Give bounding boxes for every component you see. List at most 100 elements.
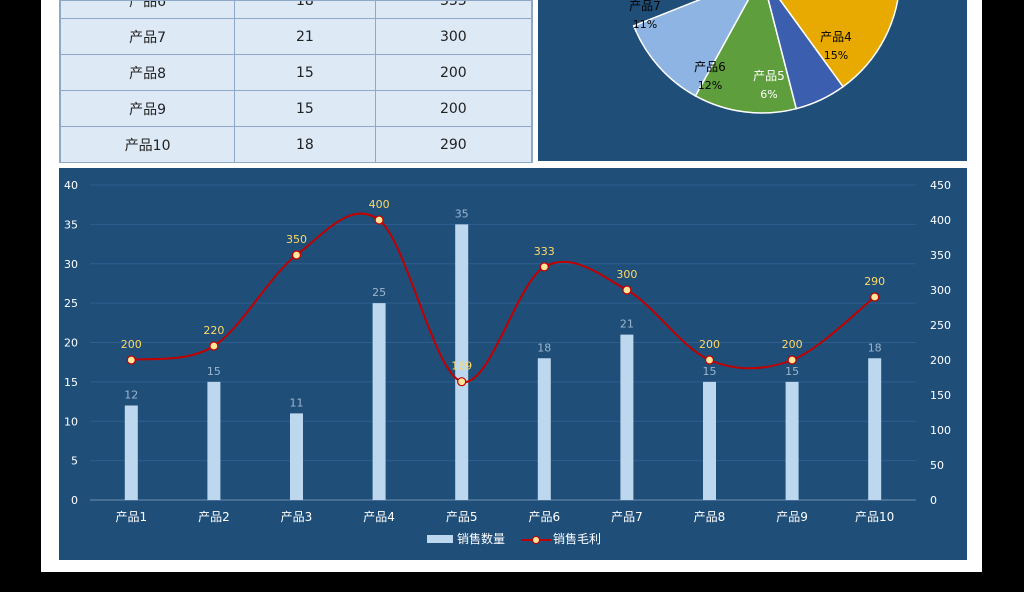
y-axis-tick-label: 40	[64, 179, 78, 192]
x-axis-tick-label: 产品7	[611, 510, 643, 524]
product-cell: 产品10	[60, 126, 236, 162]
product-cell: 产品9	[60, 90, 236, 127]
quantity-cell: 21	[234, 18, 376, 55]
legend-label-bar: 销售数量	[457, 531, 505, 546]
x-axis-tick-label: 产品2	[198, 510, 230, 524]
line-value-label: 300	[616, 268, 637, 281]
y2-axis-tick-label: 450	[930, 179, 951, 192]
bar-value-label: 18	[537, 341, 551, 354]
bar-value-label: 25	[372, 286, 386, 299]
pie-chart-panel: 产品7 11% 产品6 12% 产品5 6% 产品4 15%	[538, 0, 967, 161]
combo-chart: 0 5 10 15 20 25 30 35 400 50 100 150 200 250 300 350 400…	[64, 179, 951, 546]
profit-cell: 333	[374, 1, 532, 19]
pie-slice-percent: 6%	[760, 88, 777, 101]
pie-slice-label: 产品5	[753, 69, 785, 83]
y2-axis-tick-label: 400	[930, 214, 951, 227]
table-row: 产品7 21 300	[60, 18, 532, 55]
bar	[124, 405, 138, 500]
y2-axis-tick-label: 350	[930, 249, 951, 262]
y-axis-tick-label: 15	[64, 376, 78, 389]
legend-label-line: 销售毛利	[553, 531, 601, 546]
bar-value-label: 18	[868, 341, 882, 354]
y2-axis-tick-label: 250	[930, 319, 951, 332]
table-row: 产品6 18 333	[60, 1, 532, 19]
line-value-label: 400	[369, 198, 390, 211]
line-value-label: 333	[534, 245, 555, 258]
x-axis-tick-label: 产品3	[281, 510, 313, 524]
y2-axis-tick-label: 50	[930, 459, 944, 472]
line-value-label: 220	[203, 324, 224, 337]
y-axis-tick-label: 5	[71, 455, 78, 468]
y2-axis-tick-label: 200	[930, 354, 951, 367]
legend-swatch-bar	[427, 535, 453, 543]
pie-slice	[632, 0, 750, 97]
table-row: 产品8 15 200	[60, 54, 532, 91]
bar	[785, 381, 799, 500]
bar-value-label: 12	[124, 389, 138, 402]
y-axis-tick-label: 30	[64, 258, 78, 271]
bar	[290, 413, 303, 500]
pie-slice-percent: 11%	[633, 18, 657, 31]
x-axis-tick-label: 产品10	[855, 510, 894, 524]
bar	[537, 358, 551, 500]
bar	[455, 224, 469, 500]
x-axis-tick-label: 产品6	[528, 510, 560, 524]
pie-slice-percent: 12%	[698, 79, 722, 92]
x-axis-tick-label: 产品9	[776, 510, 808, 524]
y-axis-tick-label: 25	[64, 297, 78, 310]
line-value-label: 200	[121, 338, 142, 351]
x-axis-tick-label: 产品1	[115, 510, 147, 524]
line-marker	[291, 250, 302, 260]
line-marker	[539, 262, 549, 272]
bar	[868, 358, 882, 500]
bar-value-label: 15	[785, 365, 799, 378]
line-value-label: 169	[451, 360, 472, 373]
pie-slice	[779, 0, 899, 88]
line-marker	[870, 292, 880, 302]
line-marker	[704, 355, 715, 365]
combo-chart-panel: 0 5 10 15 20 25 30 35 40 0 50 100 150 200 250 300 350 400…	[59, 168, 967, 560]
profit-line	[131, 212, 876, 383]
y-axis-tick-label: 35	[64, 218, 78, 231]
table-row: 产品9 15 200	[60, 90, 532, 127]
data-table: 产品6 18 333 产品7 21 300 产品8 15 200 产品9 15 200 产品10 18 29…	[60, 1, 532, 162]
pie-slice	[694, 0, 798, 114]
line-value-label: 350	[286, 233, 307, 246]
y2-axis-tick-label: 150	[930, 389, 951, 402]
line-marker	[787, 355, 797, 365]
line-value-label: 290	[864, 275, 885, 288]
y2-axis-tick-label: 300	[930, 284, 951, 297]
bar	[620, 334, 634, 500]
profit-cell: 300	[374, 18, 532, 55]
quantity-cell: 18	[234, 126, 376, 162]
line-marker	[209, 341, 219, 351]
line-marker	[457, 377, 467, 387]
y2-axis-tick-label: 0	[930, 494, 937, 507]
legend-swatch-marker	[532, 536, 540, 544]
y2-axis-tick-label: 100	[930, 424, 951, 437]
product-cell: 产品6	[60, 1, 236, 19]
x-axis-tick-label: 产品5	[446, 510, 478, 524]
sales-table: 产品6 18 333 产品7 21 300 产品8 15 200 产品9 15 200 产品10 18 29…	[59, 0, 533, 163]
y-axis-tick-label: 20	[64, 337, 78, 350]
product-cell: 产品7	[60, 18, 236, 55]
bar	[207, 381, 221, 500]
line-marker	[126, 355, 136, 365]
y-axis-tick-label: 10	[64, 415, 78, 428]
table-row: 产品10 18 290	[60, 126, 532, 162]
pie-slice-percent: 15%	[824, 49, 848, 62]
line-marker	[374, 215, 384, 225]
quantity-cell: 18	[234, 1, 376, 19]
pie-slice-label: 产品4	[820, 30, 852, 44]
line-value-label: 200	[699, 338, 720, 351]
pie-chart: 产品7 11% 产品6 12% 产品5 6% 产品4 15%	[629, 0, 899, 114]
bar-value-label: 35	[455, 207, 469, 220]
pie-slice-label: 产品7	[629, 0, 661, 13]
line-marker	[622, 285, 632, 295]
x-axis-tick-label: 产品8	[694, 510, 726, 524]
profit-cell: 200	[374, 90, 532, 127]
bar-value-label: 15	[703, 365, 717, 378]
pie-slice-label: 产品6	[694, 60, 726, 74]
bar-value-label: 21	[620, 318, 634, 331]
bar	[372, 303, 386, 500]
